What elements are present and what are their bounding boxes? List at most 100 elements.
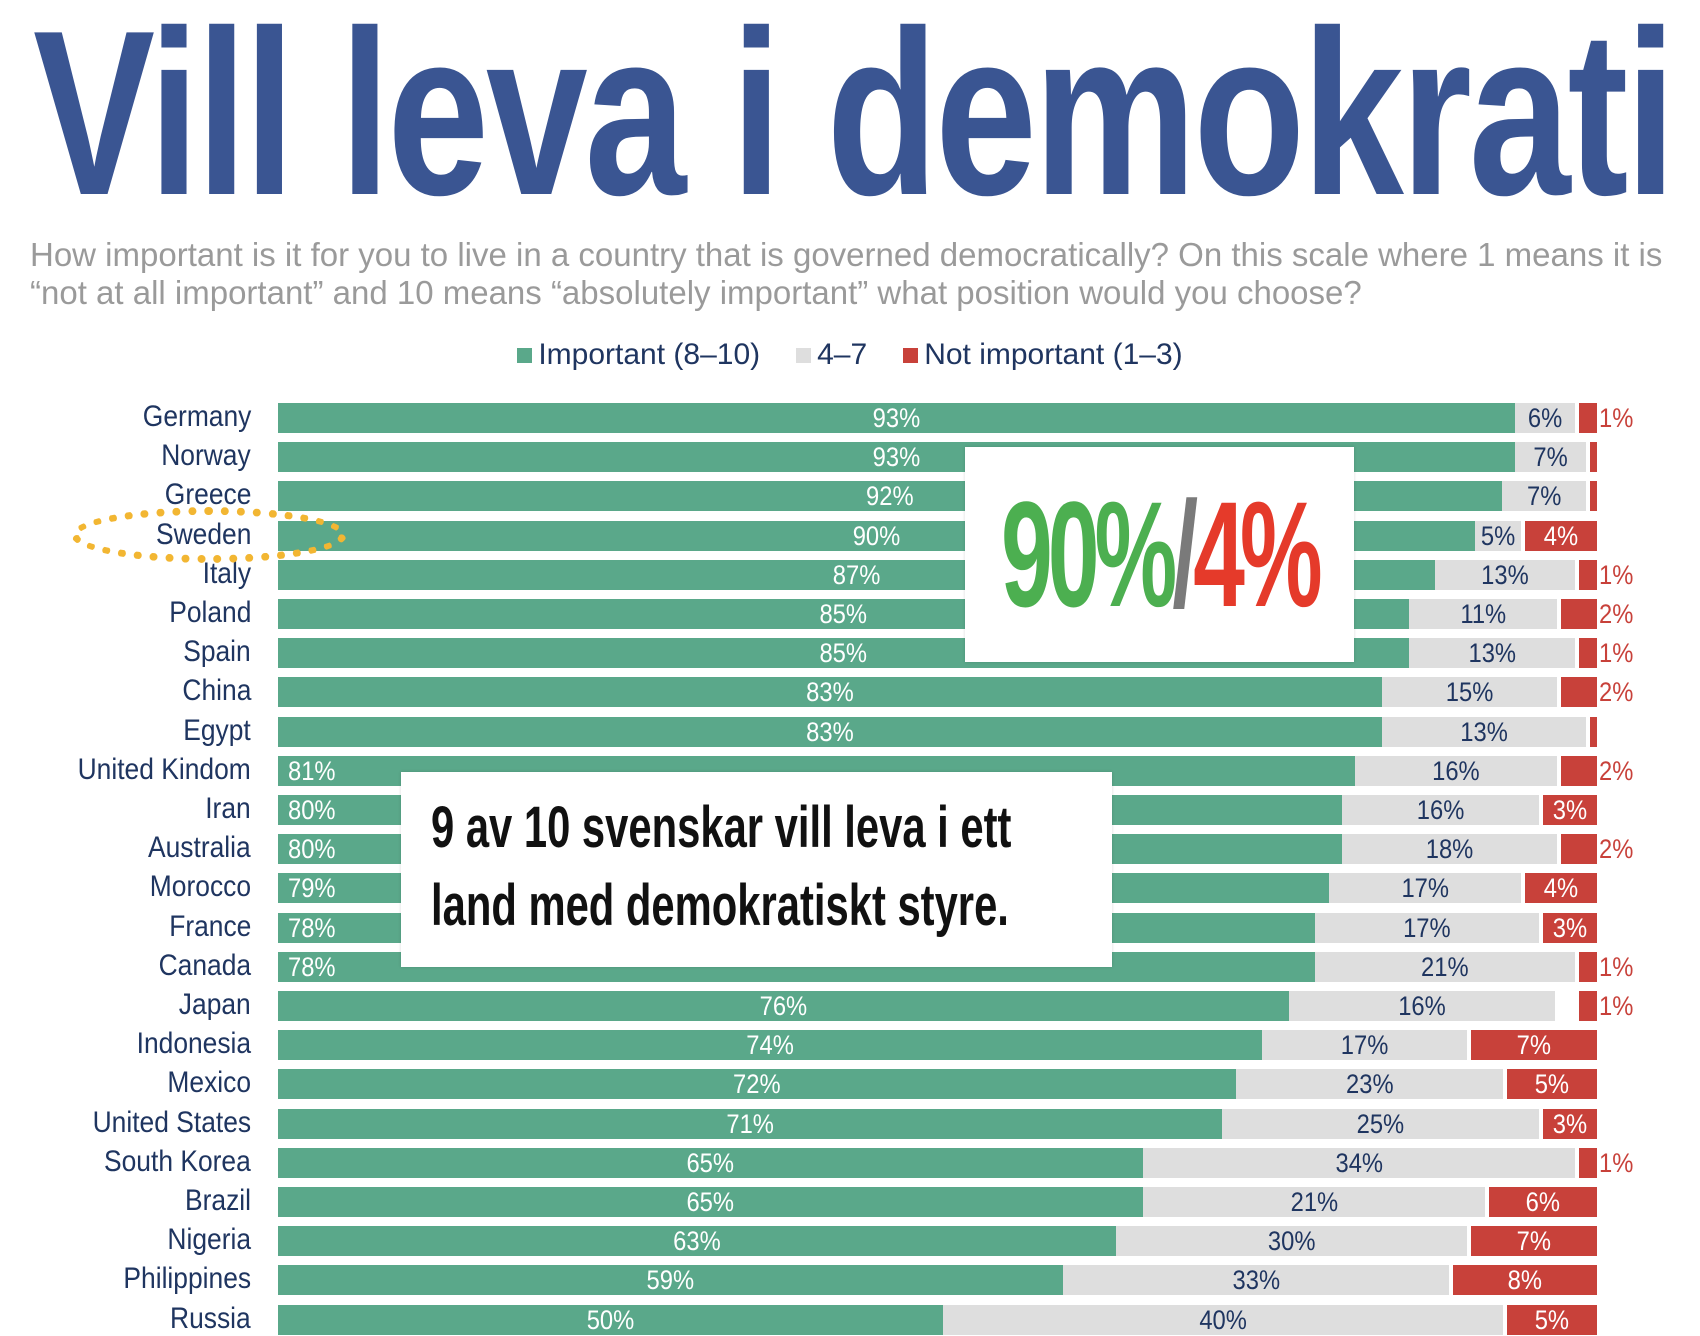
bar-important (278, 403, 1515, 433)
bar-label-important: 50% (586, 1304, 635, 1335)
bar-label-not-important: 7% (1516, 1030, 1552, 1061)
bar-label-middle: 16% (1416, 795, 1465, 825)
bar-middle (1514, 403, 1576, 433)
country-label: Germany (142, 400, 251, 433)
bar-label-important: 90% (852, 520, 901, 551)
bar-not-important (1489, 1187, 1597, 1217)
bar-label-important: 85% (819, 599, 868, 629)
bar-not-important (1543, 912, 1597, 943)
bar-label-important: 78% (288, 951, 336, 982)
bar-not-important (1525, 520, 1597, 551)
bar-label-middle: 18% (1425, 834, 1474, 865)
bar-label-not-important: 2% (1599, 834, 1634, 865)
callout-text-line-2: land med demokratiskt styre. (431, 873, 1009, 938)
country-label: Canada (158, 948, 251, 982)
bar-label-middle: 5% (1480, 520, 1516, 551)
bar-not-important (1561, 599, 1597, 629)
legend-item-important: Important (8–10) (517, 338, 760, 372)
bar-label-important: 59% (646, 1265, 695, 1296)
bar-middle (1315, 912, 1540, 943)
bar-label-not-important: 1% (1599, 403, 1634, 433)
country-label: Spain (183, 635, 251, 669)
bar-label-middle: 34% (1334, 1147, 1383, 1178)
bar-label-not-important: 8% (1507, 1265, 1543, 1296)
bar-label-important: 93% (872, 403, 921, 433)
bar-not-important (1561, 834, 1597, 865)
bar-label-not-important: 6% (1525, 1187, 1561, 1217)
bar-label-not-important: 3% (1552, 795, 1588, 825)
bar-label-not-important: 1% (1599, 638, 1634, 669)
bar-label-middle: 7% (1533, 442, 1568, 473)
callout-red-value: 4% (1193, 470, 1322, 638)
bar-not-important (1579, 951, 1597, 982)
country-label: United States (92, 1105, 251, 1139)
bar-label-middle: 15% (1445, 677, 1494, 708)
bar-middle (1328, 873, 1522, 904)
legend-swatch (903, 347, 919, 363)
country-label: France (168, 909, 251, 943)
bar-label-not-important: 3% (1552, 1108, 1588, 1139)
bar-important (278, 1069, 1236, 1100)
bar-not-important (1590, 481, 1597, 512)
bar-not-important (1543, 1108, 1597, 1139)
country-label: Philippines (123, 1262, 251, 1296)
bar-label-important: 65% (686, 1187, 735, 1217)
bar-middle (943, 1304, 1504, 1335)
bar-label-not-important: 2% (1599, 677, 1634, 708)
bar-label-middle: 13% (1467, 638, 1516, 669)
bar-label-middle: 40% (1199, 1304, 1247, 1335)
highlight-ellipse (71, 507, 347, 563)
country-label: Mexico (167, 1066, 251, 1100)
country-label: Australia (148, 831, 251, 865)
bar-label-middle: 21% (1290, 1187, 1338, 1217)
bar-not-important (1471, 1030, 1597, 1061)
bar-not-important (1579, 1147, 1597, 1178)
bar-middle (1142, 1147, 1576, 1178)
bar-middle (1342, 834, 1558, 865)
bar-label-not-important: 1% (1599, 559, 1634, 590)
legend-swatch (517, 347, 533, 363)
bar-important (278, 677, 1382, 708)
subtitle-line-1: How important is it for you to live in a… (30, 236, 1663, 273)
bar-middle (1501, 481, 1586, 512)
bar-label-middle: 13% (1481, 559, 1529, 590)
bar-important (278, 1108, 1223, 1139)
bar-label-important: 71% (726, 1108, 774, 1139)
callout-text-box: 9 av 10 svenskar vill leva i ett land me… (401, 772, 1112, 967)
bar-label-not-important: 1% (1599, 1147, 1634, 1178)
bar-middle (1342, 795, 1540, 825)
bar-not-important (1561, 677, 1597, 708)
bar-label-important: 93% (872, 442, 921, 473)
bar-label-middle: 11% (1459, 599, 1506, 629)
bar-not-important (1590, 716, 1597, 747)
country-label: Iran (205, 792, 251, 825)
bar-label-important: 63% (673, 1226, 721, 1257)
bar-important (278, 1147, 1143, 1178)
bar-label-middle: 7% (1526, 481, 1561, 512)
bar-label-important: 80% (288, 834, 336, 865)
bar-label-important: 65% (686, 1147, 735, 1178)
bar-middle (1288, 991, 1555, 1021)
bar-important (278, 1304, 943, 1335)
bar-middle (1408, 638, 1576, 669)
bar-label-not-important: 4% (1543, 520, 1579, 551)
country-label: China (182, 674, 251, 708)
legend-swatch (796, 347, 812, 363)
bar-label-not-important: 4% (1543, 873, 1579, 904)
bar-middle (1435, 559, 1576, 590)
bar-important (278, 1187, 1143, 1217)
bar-label-important: 85% (819, 638, 868, 669)
bar-label-important: 81% (288, 755, 336, 786)
bar-not-important (1579, 403, 1597, 433)
bar-label-middle: 6% (1527, 403, 1563, 433)
bar-label-not-important: 2% (1599, 755, 1634, 786)
bar-not-important (1579, 638, 1597, 669)
bar-not-important (1507, 1069, 1597, 1100)
bar-label-not-important: 5% (1534, 1069, 1570, 1100)
bar-middle (1062, 1265, 1450, 1296)
bar-not-important (1525, 873, 1597, 904)
bar-not-important (1579, 991, 1597, 1021)
bar-middle (1262, 1030, 1468, 1061)
bar-label-middle: 25% (1356, 1108, 1405, 1139)
callout-slash: / (1172, 470, 1198, 638)
